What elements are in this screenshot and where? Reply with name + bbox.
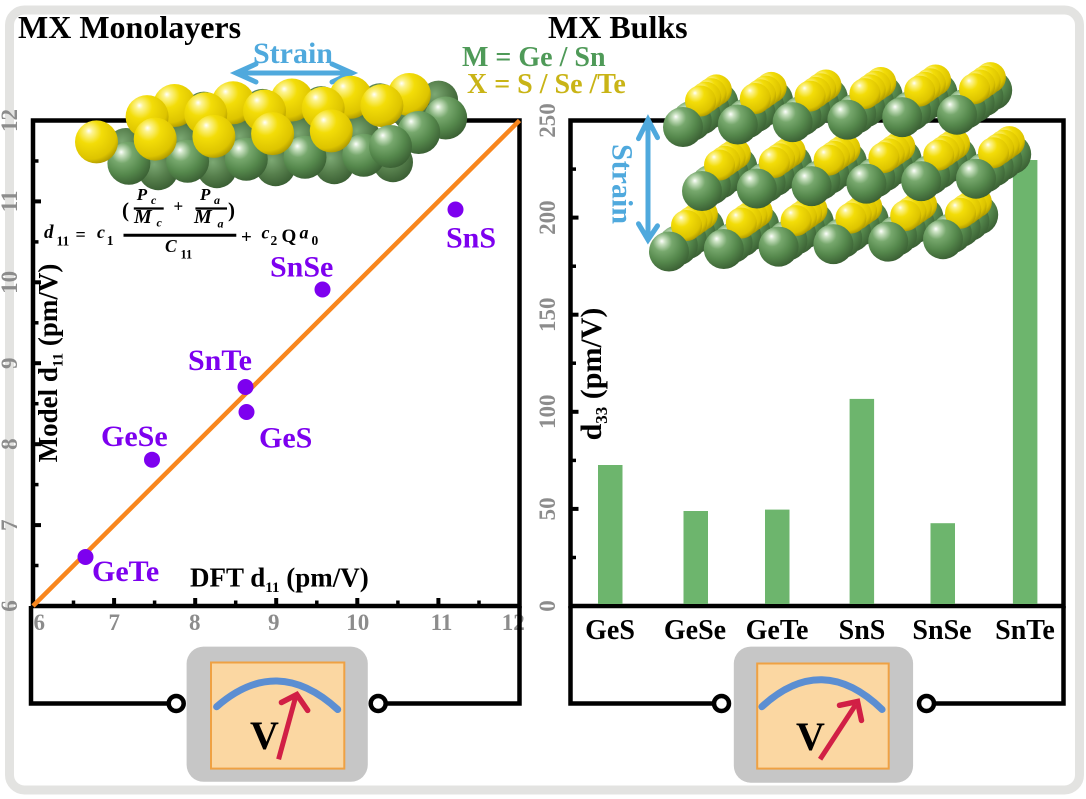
svg-text:M: M — [133, 206, 153, 228]
svg-text:c: c — [157, 216, 163, 230]
svg-text:250: 250 — [535, 103, 560, 138]
svg-text:=: = — [76, 225, 86, 245]
svg-text:6: 6 — [33, 610, 45, 635]
svg-text:c: c — [151, 193, 157, 207]
svg-text:GeSe: GeSe — [664, 615, 726, 646]
svg-text:8: 8 — [189, 610, 201, 635]
svg-text:12: 12 — [0, 109, 22, 132]
svg-text:SnS: SnS — [446, 221, 496, 254]
svg-text:6: 6 — [0, 600, 22, 612]
svg-text:150: 150 — [535, 297, 560, 332]
svg-text:GeS: GeS — [585, 615, 635, 646]
svg-text:+: + — [174, 197, 184, 216]
svg-text:P: P — [136, 185, 148, 204]
svg-text:SnSe: SnSe — [270, 251, 333, 284]
svg-text:+: + — [241, 227, 252, 248]
svg-text:c: c — [97, 222, 105, 242]
svg-text:11: 11 — [57, 234, 70, 249]
svg-text:GeSe: GeSe — [101, 420, 168, 453]
svg-text:C: C — [165, 236, 177, 256]
svg-text:a: a — [300, 223, 309, 243]
svg-text:GeS: GeS — [259, 422, 312, 455]
svg-text:M: M — [193, 206, 213, 228]
svg-text:7: 7 — [109, 610, 121, 635]
svg-text:SnS: SnS — [839, 615, 886, 646]
svg-text:7: 7 — [0, 519, 22, 531]
svg-text:MX Bulks: MX Bulks — [548, 9, 688, 45]
svg-text:c: c — [262, 223, 270, 243]
svg-text:SnTe: SnTe — [995, 615, 1055, 646]
svg-text:10: 10 — [346, 610, 369, 635]
svg-text:10: 10 — [0, 271, 22, 294]
svg-text:0: 0 — [312, 233, 319, 248]
svg-text:SnTe: SnTe — [188, 344, 252, 377]
svg-text:(: ( — [122, 198, 129, 222]
svg-text:a: a — [218, 217, 224, 231]
svg-text:P: P — [199, 185, 211, 204]
svg-text:GeTe: GeTe — [746, 615, 809, 646]
svg-text:): ) — [228, 198, 235, 222]
svg-text:11: 11 — [181, 248, 193, 262]
svg-text:200: 200 — [535, 200, 560, 235]
svg-text:a: a — [214, 193, 220, 207]
svg-text:0: 0 — [535, 600, 560, 612]
svg-text:1: 1 — [107, 233, 114, 248]
svg-text:8: 8 — [0, 438, 22, 450]
svg-text:GeTe: GeTe — [92, 555, 159, 588]
svg-text:100: 100 — [535, 395, 560, 430]
svg-text:d: d — [44, 222, 54, 243]
svg-text:d33 (pm/V): d33 (pm/V) — [575, 308, 611, 441]
svg-text:MX Monolayers: MX Monolayers — [18, 9, 241, 45]
svg-text:M = Ge / Sn: M = Ge / Sn — [462, 42, 606, 73]
svg-text:V: V — [250, 713, 279, 758]
svg-text:Q: Q — [282, 226, 297, 247]
svg-text:9: 9 — [0, 358, 22, 370]
svg-text:50: 50 — [535, 497, 560, 520]
svg-text:DFT d11 (pm/V): DFT d11 (pm/V) — [190, 563, 369, 597]
svg-text:2: 2 — [271, 233, 278, 248]
svg-text:11: 11 — [0, 191, 22, 213]
svg-text:9: 9 — [268, 610, 280, 635]
svg-text:V: V — [796, 714, 825, 759]
svg-text:X = S / Se /Te: X = S / Se /Te — [467, 69, 626, 100]
svg-text:Strain: Strain — [606, 144, 639, 224]
svg-text:SnSe: SnSe — [912, 615, 971, 646]
svg-text:11: 11 — [431, 610, 453, 635]
svg-text:Strain: Strain — [253, 37, 333, 70]
